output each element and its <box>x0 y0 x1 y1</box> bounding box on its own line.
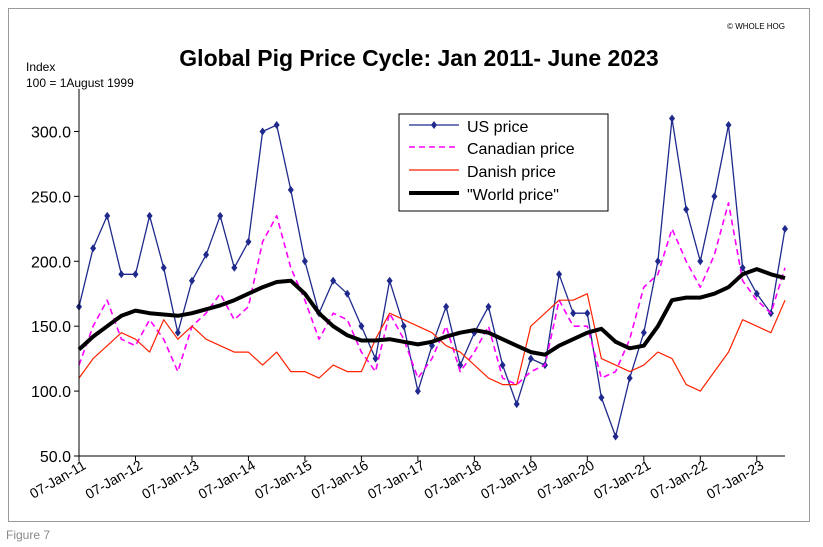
legend-label-world: "World price" <box>467 187 559 204</box>
data-point-us <box>400 322 407 331</box>
x-tick-label: 07-Jan-21 <box>591 457 654 502</box>
x-tick-label: 07-Jan-13 <box>139 457 202 502</box>
data-point-us <box>372 354 379 363</box>
y-tick-label: 250.0 <box>31 189 71 206</box>
data-point-us <box>612 432 619 441</box>
data-point-us <box>273 120 280 129</box>
data-point-us <box>344 289 351 298</box>
data-point-us <box>443 302 450 311</box>
y-axis-label-base: 100 = 1August 1999 <box>26 76 134 90</box>
x-tick-label: 07-Jan-12 <box>82 457 145 502</box>
data-point-us <box>287 185 294 194</box>
data-point-us <box>556 270 563 279</box>
data-point-us <box>90 244 97 253</box>
data-point-us <box>683 205 690 214</box>
y-tick-label: 150.0 <box>31 319 71 336</box>
data-point-us <box>231 263 238 272</box>
legend-key-marker <box>431 121 437 129</box>
y-tick-label: 50.0 <box>40 449 71 466</box>
data-point-us <box>259 127 266 136</box>
legend-label-danish: Danish price <box>467 164 556 181</box>
x-tick-label: 07-Jan-14 <box>195 457 258 502</box>
data-point-us <box>598 393 605 402</box>
x-tick-label: 07-Jan-17 <box>365 457 428 502</box>
data-point-us <box>217 211 224 220</box>
x-tick-label: 07-Jan-18 <box>421 457 484 502</box>
figure-caption: Figure 7 <box>6 528 51 542</box>
series-line-2 <box>78 293 786 392</box>
data-point-us <box>654 257 661 266</box>
data-point-us <box>711 192 718 201</box>
chart-title: Global Pig Price Cycle: Jan 2011- June 2… <box>179 45 658 71</box>
data-point-us <box>753 289 760 298</box>
x-tick-label: 07-Jan-22 <box>647 457 710 502</box>
plot-area <box>76 114 788 441</box>
data-point-us <box>146 211 153 220</box>
x-tick-label: 07-Jan-23 <box>704 457 767 502</box>
data-point-us <box>358 322 365 331</box>
legend: US price Canadian price Danish price "Wo… <box>398 113 609 212</box>
x-tick-label: 07-Jan-16 <box>308 457 371 502</box>
copyright-label: © WHOLE HOG <box>727 22 785 31</box>
legend-label-canadian: Canadian price <box>467 141 575 158</box>
data-point-us <box>188 276 195 285</box>
data-point-us <box>782 224 788 233</box>
data-point-us <box>386 276 393 285</box>
y-axis-label-index: Index <box>26 60 55 74</box>
data-point-us <box>330 276 337 285</box>
data-point-us <box>640 328 647 337</box>
data-point-us <box>174 328 181 337</box>
data-point-us <box>485 302 492 311</box>
x-tick-label: 07-Jan-15 <box>252 457 315 502</box>
series-line-3 <box>77 267 786 357</box>
data-point-us <box>669 114 676 123</box>
series-line-1 <box>78 202 786 386</box>
data-point-us <box>203 250 210 259</box>
data-point-us <box>160 263 167 272</box>
y-tick-label: 200.0 <box>31 254 71 271</box>
legend-label-us: US price <box>467 119 528 136</box>
data-point-us <box>697 257 704 266</box>
data-point-us <box>626 374 633 383</box>
x-tick-label: 07-Jan-19 <box>478 457 541 502</box>
data-point-us <box>725 120 732 129</box>
chart-svg: © WHOLE HOG Global Pig Price Cycle: Jan … <box>26 22 788 502</box>
data-point-us <box>118 270 125 279</box>
data-point-us <box>301 257 308 266</box>
chart-frame: © WHOLE HOG Global Pig Price Cycle: Jan … <box>8 8 810 522</box>
data-point-us <box>414 387 421 396</box>
y-tick-label: 100.0 <box>31 384 71 401</box>
data-point-us <box>584 309 591 318</box>
x-tick-label: 07-Jan-20 <box>534 457 597 502</box>
data-point-us <box>132 270 139 279</box>
data-point-us <box>104 211 111 220</box>
data-point-us <box>245 237 252 246</box>
data-point-us <box>527 354 534 363</box>
data-point-us <box>513 400 520 409</box>
data-point-us <box>570 309 577 318</box>
data-point-us <box>499 361 506 370</box>
y-tick-label: 300.0 <box>31 124 71 141</box>
